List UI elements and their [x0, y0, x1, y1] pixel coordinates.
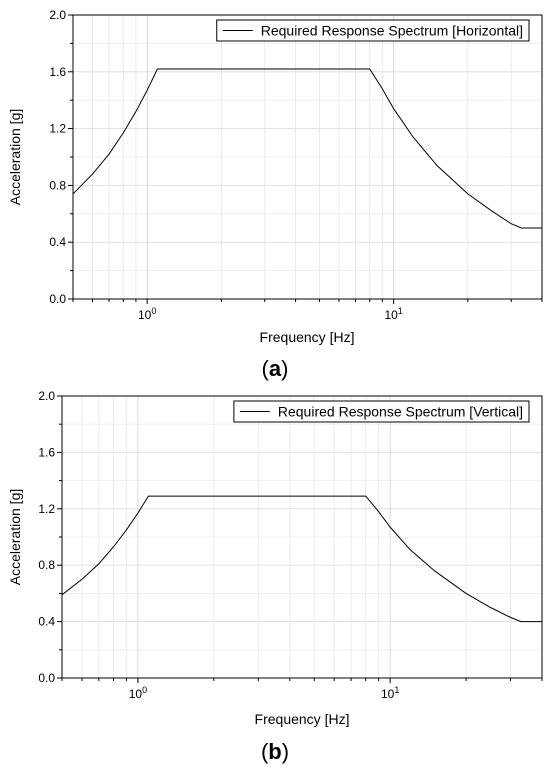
y-tick-label: 0.4 — [38, 615, 55, 629]
y-tick-labels-a: 0.0 0.4 0.8 1.2 1.6 2.0 — [49, 8, 66, 306]
y-tick-label: 0.4 — [49, 235, 66, 249]
x-tick-label: 101 — [384, 306, 402, 322]
y-tick-label: 0.0 — [38, 671, 55, 685]
series-line-a-0 — [72, 68, 542, 229]
x-tick-label: 100 — [129, 685, 147, 701]
panel-label-b: (b) — [261, 739, 289, 764]
series-line-b-0 — [61, 495, 542, 623]
axis-ticks-a — [68, 14, 543, 304]
legend-label: Required Response Spectrum [Vertical] — [278, 404, 523, 420]
y-tick-label: 0.8 — [49, 178, 66, 192]
series-lines-a — [72, 68, 542, 229]
y-tick-label: 1.6 — [49, 65, 66, 79]
x-tick-labels-b: 100 101 — [129, 685, 400, 701]
y-tick-label: 2.0 — [49, 8, 66, 22]
y-tick-label: 0.0 — [49, 292, 66, 306]
x-tick-label: 101 — [381, 685, 399, 701]
y-axis-label-a: Acceleration [g] — [7, 109, 23, 206]
legend-box — [233, 400, 530, 423]
x-tick-label: 100 — [138, 306, 156, 322]
y-tick-label: 1.2 — [38, 502, 55, 516]
chart-panel-a: 0.0 0.4 0.8 1.2 1.6 2.0 100 101 Required Respo… — [7, 8, 543, 381]
panel-label-a: (a) — [262, 356, 289, 381]
y-axis-label-b: Acceleration [g] — [7, 489, 23, 586]
x-axis-label-a: Frequency [Hz] — [260, 329, 355, 345]
y-tick-labels-b: 0.0 0.4 0.8 1.2 1.6 2.0 — [38, 389, 55, 685]
x-axis-label-b: Frequency [Hz] — [255, 711, 350, 727]
y-tick-label: 2.0 — [38, 389, 55, 403]
y-tick-label: 1.2 — [49, 122, 66, 136]
series-lines-b — [61, 495, 542, 623]
y-tick-label: 1.6 — [38, 445, 55, 459]
y-tick-label: 0.8 — [38, 558, 55, 572]
x-tick-labels-a: 100 101 — [138, 306, 403, 322]
legend-label: Required Response Spectrum [Horizontal] — [261, 23, 523, 39]
axis-ticks-b — [57, 395, 543, 683]
chart-panel-b: 0.0 0.4 0.8 1.2 1.6 2.0 100 101 Required Respo… — [7, 389, 543, 764]
legend-a: Required Response Spectrum [Horizontal] — [216, 19, 530, 42]
legend-box — [216, 19, 530, 42]
legend-b: Required Response Spectrum [Vertical] — [233, 400, 530, 423]
